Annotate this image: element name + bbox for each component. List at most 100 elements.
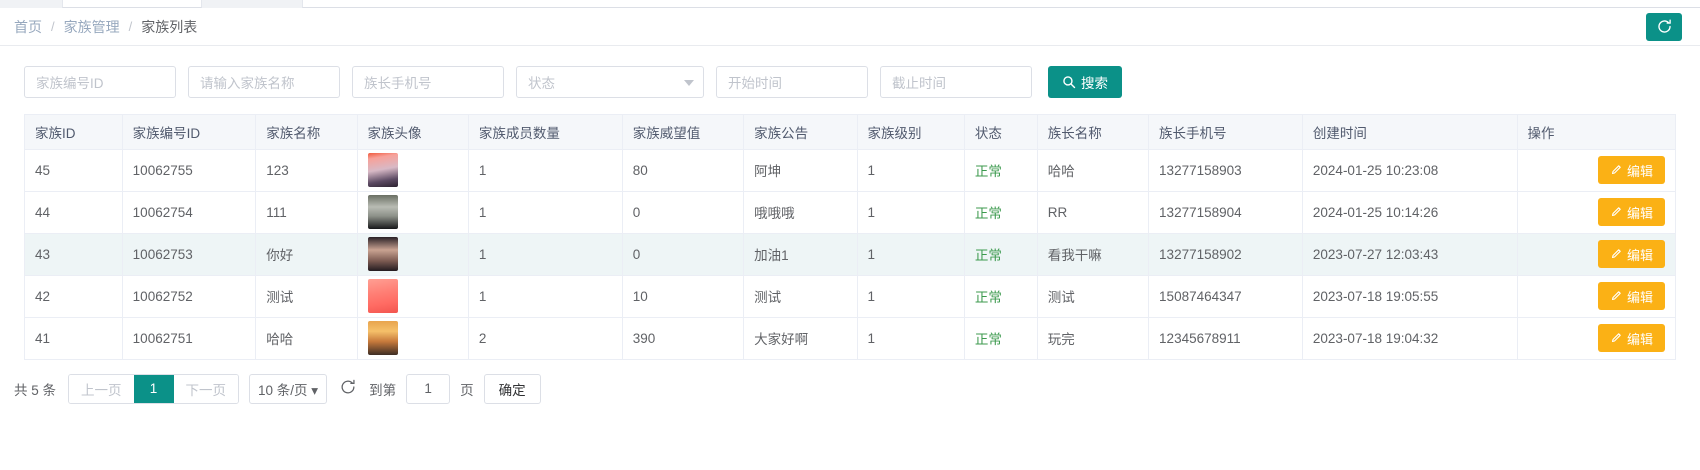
cell-phone: 13277158904 — [1148, 191, 1303, 234]
cell-family-avatar — [357, 149, 469, 192]
edit-button-label: 编辑 — [1626, 289, 1653, 305]
column-header-family-code-id: 家族编号ID — [122, 115, 257, 150]
page-size-label: 10 条/页 — [258, 382, 308, 398]
cell-id: 45 — [25, 149, 123, 192]
edit-button-label: 编辑 — [1626, 331, 1653, 347]
cell-notice: 大家好啊 — [743, 317, 858, 360]
refresh-icon — [339, 378, 357, 399]
table-header-row: 家族ID 家族编号ID 家族名称 家族头像 家族成员数量 家族威望值 家族公告 … — [25, 115, 1675, 150]
edit-button[interactable]: 编辑 — [1597, 324, 1665, 352]
cell-leader: 哈哈 — [1037, 149, 1150, 192]
cell-id: 44 — [25, 191, 123, 234]
pencil-icon — [1610, 248, 1622, 260]
status-select[interactable]: 状态 — [516, 66, 704, 98]
refresh-icon — [1656, 18, 1673, 35]
table-row[interactable]: 42 10062752 测试 1 10 测试 1 正常 测试 15087464347 2023-07… — [25, 275, 1675, 318]
pencil-icon — [1610, 206, 1622, 218]
pagination-buttons: 上一页 1 下一页 — [68, 373, 240, 404]
family-name-input[interactable]: 请输入家族名称 — [188, 66, 340, 98]
search-button-label: 搜索 — [1081, 76, 1108, 91]
cell-id: 41 — [25, 317, 123, 360]
leader-phone-placeholder: 族长手机号 — [364, 76, 432, 91]
cell-phone: 15087464347 — [1148, 275, 1303, 318]
cell-level: 1 — [857, 191, 965, 234]
table-head: 家族ID 家族编号ID 家族名称 家族头像 家族成员数量 家族威望值 家族公告 … — [25, 115, 1675, 150]
cell-level: 1 — [857, 275, 965, 318]
cell-name: 哈哈 — [255, 317, 358, 360]
table-row[interactable]: 44 10062754 111 1 0 哦哦哦 1 正常 RR 13277158904 2024-0… — [25, 191, 1675, 234]
breadcrumb-bar: 首页 / 家族管理 / 家族列表 — [0, 8, 1700, 46]
cell-notice: 测试 — [743, 275, 858, 318]
page-number-1-button[interactable]: 1 — [133, 374, 174, 403]
page-size-select[interactable]: 10 条/页 ▾ — [249, 373, 328, 404]
pagination-bar: 共 5 条 上一页 1 下一页 10 条/页 ▾ 到第 页 确定 — [14, 360, 1686, 404]
cell-prestige: 0 — [622, 233, 745, 276]
end-time-placeholder: 截止时间 — [892, 76, 946, 91]
edit-button[interactable]: 编辑 — [1597, 198, 1665, 226]
tab-ghost-right — [302, 0, 1700, 8]
jump-confirm-button[interactable]: 确定 — [483, 373, 541, 404]
cell-members: 2 — [468, 317, 623, 360]
end-time-input[interactable]: 截止时间 — [880, 66, 1032, 98]
column-header-prestige: 家族威望值 — [622, 115, 745, 150]
cell-prestige: 390 — [622, 317, 745, 360]
cell-prestige: 80 — [622, 149, 745, 192]
start-time-input[interactable]: 开始时间 — [716, 66, 868, 98]
cell-actions: 编辑 — [1517, 149, 1675, 192]
column-header-actions: 操作 — [1517, 115, 1675, 150]
cell-id: 42 — [25, 275, 123, 318]
table-row[interactable]: 45 10062755 123 1 80 阿坤 1 正常 哈哈 13277158903 2024-0… — [25, 149, 1675, 192]
column-header-member-count: 家族成员数量 — [468, 115, 623, 150]
cell-name: 111 — [255, 191, 358, 234]
cell-code: 10062752 — [122, 275, 257, 318]
jump-page-input[interactable] — [406, 373, 451, 404]
search-button[interactable]: 搜索 — [1048, 66, 1122, 98]
cell-level: 1 — [857, 149, 965, 192]
cell-code: 10062754 — [122, 191, 257, 234]
family-code-id-input[interactable]: 家族编号ID — [24, 66, 176, 98]
family-table: 家族ID 家族编号ID 家族名称 家族头像 家族成员数量 家族威望值 家族公告 … — [25, 115, 1675, 360]
breadcrumb-item-family-management[interactable]: 家族管理 — [63, 18, 120, 35]
cell-code: 10062753 — [122, 233, 257, 276]
jump-suffix-label: 页 — [460, 382, 474, 398]
table-body: 45 10062755 123 1 80 阿坤 1 正常 哈哈 13277158903 2024-0… — [25, 149, 1675, 360]
family-code-id-placeholder: 家族编号ID — [36, 76, 104, 91]
cell-phone: 13277158902 — [1148, 233, 1303, 276]
breadcrumb-separator: / — [128, 19, 133, 34]
edit-button[interactable]: 编辑 — [1597, 156, 1665, 184]
cell-members: 1 — [468, 275, 623, 318]
next-page-button[interactable]: 下一页 — [173, 374, 239, 403]
table-row[interactable]: 41 10062751 哈哈 2 390 大家好啊 1 正常 玩完 12345678911 2023… — [25, 317, 1675, 360]
leader-phone-input[interactable]: 族长手机号 — [352, 66, 504, 98]
pagination-refresh-button[interactable] — [337, 378, 359, 399]
avatar — [367, 237, 398, 271]
cell-phone: 12345678911 — [1148, 317, 1303, 360]
pencil-icon — [1610, 332, 1622, 344]
avatar — [367, 279, 398, 313]
cell-phone: 13277158903 — [1148, 149, 1303, 192]
chevron-down-icon — [684, 80, 694, 86]
cell-family-avatar — [357, 191, 469, 234]
cell-code: 10062755 — [122, 149, 257, 192]
tab-ghost-left — [62, 0, 202, 8]
cell-created: 2024-01-25 10:23:08 — [1302, 149, 1518, 192]
edit-button[interactable]: 编辑 — [1597, 240, 1665, 268]
edit-button[interactable]: 编辑 — [1597, 282, 1665, 310]
column-header-created-time: 创建时间 — [1302, 115, 1518, 150]
table-row[interactable]: 43 10062753 你好 1 0 加油1 1 正常 看我干嘛 13277158902 2023-… — [25, 233, 1675, 276]
previous-page-button[interactable]: 上一页 — [69, 374, 134, 403]
breadcrumb-separator: / — [51, 19, 55, 34]
jump-prefix-label: 到第 — [369, 382, 397, 398]
breadcrumb-item-home[interactable]: 首页 — [14, 18, 42, 35]
cell-code: 10062751 — [122, 317, 257, 360]
cell-actions: 编辑 — [1517, 191, 1675, 234]
column-header-family-id: 家族ID — [25, 115, 123, 150]
page-refresh-button[interactable] — [1646, 12, 1682, 41]
cell-members: 1 — [468, 191, 623, 234]
family-table-wrapper: 家族ID 家族编号ID 家族名称 家族头像 家族成员数量 家族威望值 家族公告 … — [24, 114, 1676, 360]
cell-created: 2024-01-25 10:14:26 — [1302, 191, 1518, 234]
avatar — [367, 195, 398, 229]
cell-level: 1 — [857, 317, 965, 360]
cell-status: 正常 — [964, 191, 1038, 234]
cell-actions: 编辑 — [1517, 233, 1675, 276]
